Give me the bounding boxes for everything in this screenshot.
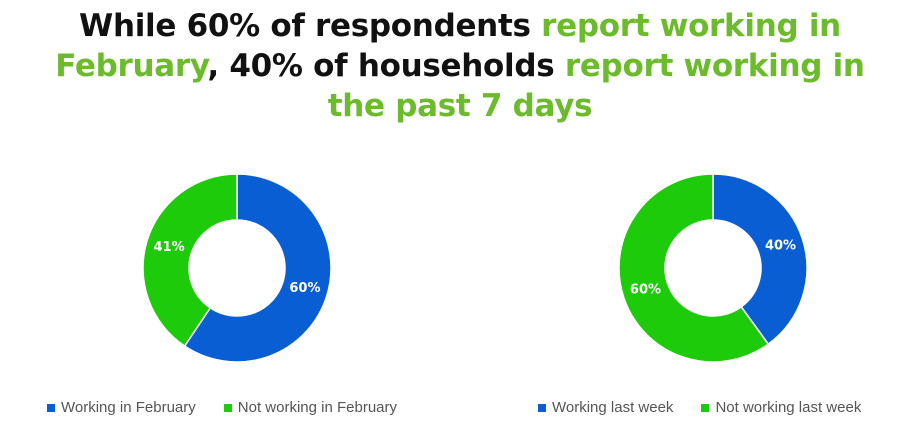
donut-svg-last-week: 40% 60% <box>618 173 808 363</box>
slice-value-label-working-last-week: 40% <box>765 239 796 254</box>
legend-swatch-blue <box>47 403 55 412</box>
donut-chart-last-week: 40% 60% <box>608 160 818 380</box>
legend-swatch-green <box>701 403 710 412</box>
legend-item-working-last-week[interactable]: Working last week <box>538 399 673 416</box>
donut-slice-working-in-february[interactable] <box>183 173 332 363</box>
donut-svg-february: 60% 41% <box>142 173 332 363</box>
slice-value-label-not-working-last-week: 60% <box>630 282 661 297</box>
slice-value-label-not-working-in-february: 41% <box>154 240 185 255</box>
legend-swatch-green <box>223 403 232 412</box>
donut-slice-working-last-week[interactable] <box>712 173 808 346</box>
legend-swatch-blue <box>538 403 546 412</box>
legend-item-working-february[interactable]: Working in February <box>47 399 196 416</box>
donut-chart-february: 60% 41% <box>132 160 342 380</box>
title-highlight-1: report working in February <box>55 8 841 84</box>
title-part-3: , 40% of households <box>207 48 565 84</box>
legend-february: Working in February Not working in Febru… <box>47 399 397 416</box>
legend-label: Working last week <box>552 399 674 416</box>
legend-label: Not working in February <box>237 399 398 416</box>
donut-slice-not-working-last-week[interactable] <box>618 173 770 363</box>
slice-value-label-working-in-february: 60% <box>289 281 320 296</box>
title-highlight-2: report working in the past 7 days <box>327 48 865 124</box>
legend-last-week: Working last week Not working last week <box>538 399 861 416</box>
chart-title: While 60% of respondents report working … <box>40 6 880 126</box>
legend-label: Working in February <box>61 399 196 416</box>
legend-item-not-working-february[interactable]: Not working in February <box>223 399 398 416</box>
legend-item-not-working-last-week[interactable]: Not working last week <box>701 399 861 416</box>
donut-slice-not-working-in-february[interactable] <box>142 173 238 348</box>
legend-label: Not working last week <box>715 399 862 416</box>
title-part-1: While 60% of respondents <box>79 8 542 44</box>
